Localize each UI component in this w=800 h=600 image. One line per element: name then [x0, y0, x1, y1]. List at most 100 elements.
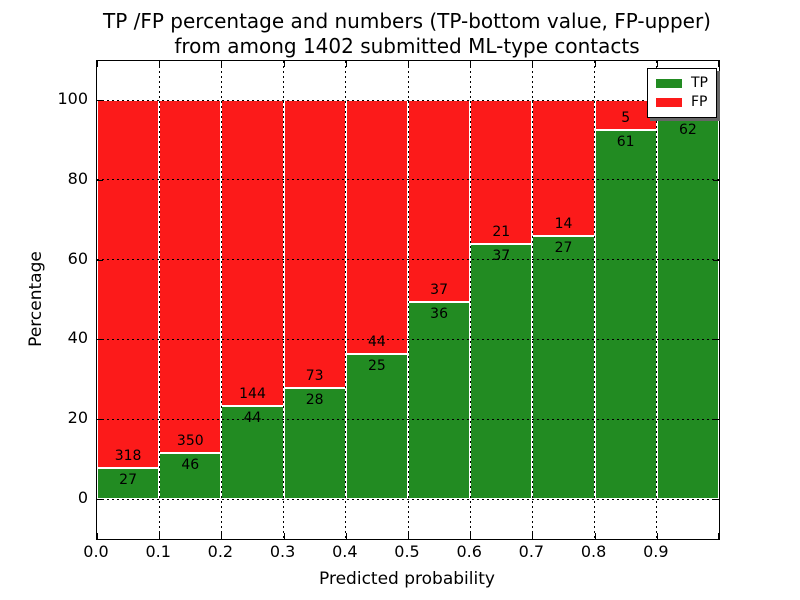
x-tick-mark [283, 61, 285, 67]
x-tick-label: 0.6 [456, 542, 482, 561]
x-tick-mark [159, 533, 161, 539]
x-tick-label: 0.5 [394, 542, 420, 561]
x-tick-mark [345, 61, 347, 67]
tp-legend-swatch-icon [656, 79, 682, 88]
legend-item: TP [656, 74, 708, 93]
bar-fp-segment [408, 100, 471, 303]
x-tick-mark [470, 61, 472, 67]
bar-tp-segment [532, 236, 595, 499]
y-tick-mark [97, 339, 103, 341]
y-tick-mark [97, 100, 103, 101]
legend: TP FP [647, 68, 717, 118]
y-tick-mark [97, 419, 103, 421]
y-tick-mark [97, 499, 103, 500]
legend-item-label: TP [691, 75, 708, 91]
bar-tp-segment [594, 130, 657, 499]
bar-fp-segment [97, 100, 160, 468]
x-tick-label: 0.4 [332, 542, 358, 561]
y-tick-mark [713, 179, 719, 181]
bar-fp-segment [159, 100, 222, 453]
bar-tp-segment [221, 405, 284, 499]
x-tick-mark [221, 61, 223, 67]
legend-item: FP [656, 93, 708, 112]
bar-tp-count-label: 62 [678, 122, 697, 139]
y-tick-label: 60 [67, 248, 88, 268]
bar-fp-count-label: 318 [114, 447, 142, 464]
bar-tp-segment [283, 388, 346, 499]
bar-tp-segment [345, 354, 408, 499]
tick-marks-layer [97, 61, 719, 539]
x-tick-mark [97, 61, 98, 67]
bar-tp-count-label: 61 [616, 134, 635, 151]
x-tick-label: 0.2 [207, 542, 234, 561]
bar-tp-count-label: 25 [367, 358, 386, 375]
y-tick-mark [713, 259, 719, 261]
bar-fp-segment [345, 100, 408, 355]
bar-tp-segment [159, 452, 222, 499]
bar-tp-count-label: 27 [554, 240, 573, 257]
y-tick-mark [97, 259, 103, 261]
x-tick-label: 0.0 [83, 542, 109, 561]
x-tick-mark [408, 61, 409, 67]
bar-fp-segment [532, 100, 595, 237]
y-tick-label: 100 [57, 89, 88, 108]
x-tick-mark [470, 533, 472, 539]
legend-item-label: FP [691, 94, 708, 110]
fp-legend-swatch-icon [656, 98, 682, 107]
x-tick-mark [345, 533, 347, 539]
bar-fp-segment [594, 100, 657, 131]
x-tick-label: 0.8 [580, 542, 607, 561]
bar-tp-count-label: 27 [119, 471, 138, 488]
y-tick-mark [713, 339, 719, 341]
x-tick-mark [718, 533, 719, 539]
y-tick-mark [713, 499, 719, 500]
x-axis-label: Predicted probability [319, 569, 495, 589]
bar-tp-count-label: 37 [492, 248, 511, 265]
x-tick-mark [594, 533, 596, 539]
bar-tp-segment [408, 302, 471, 499]
bar-fp-count-label: 37 [430, 282, 449, 299]
y-tick-label: 20 [67, 408, 88, 428]
y-tick-label: 0 [77, 488, 88, 507]
bar-fp-count-label: 144 [239, 385, 266, 402]
bar-tp-count-label: 36 [430, 306, 449, 323]
x-tick-mark [283, 533, 285, 539]
x-tick-mark [656, 61, 658, 67]
bar-tp-segment [656, 118, 719, 499]
y-tick-label: 40 [67, 328, 88, 348]
plot-area: 27 318 46 350 44 144 28 73 25 44 36 37 37 21 27 14 61 5 62… [96, 60, 720, 540]
x-tick-mark [656, 533, 658, 539]
bar-fp-segment [470, 100, 533, 245]
bar-tp-count-label: 46 [181, 456, 200, 473]
bar-tp-count-label: 44 [243, 409, 262, 426]
bar-fp-count-label: 21 [492, 224, 511, 241]
bar-fp-segment [283, 100, 346, 389]
bar-tp-segment [97, 467, 160, 499]
x-tick-mark [221, 533, 223, 539]
bar-fp-count-label: 350 [176, 432, 204, 449]
bar-fp-count-label: 5 [621, 110, 631, 127]
bar-fp-segment [221, 100, 284, 406]
bar-fp-count-label: 14 [554, 216, 573, 233]
x-tick-mark [532, 61, 534, 67]
x-tick-mark [159, 61, 161, 67]
chart-title-line1: TP /FP percentage and numbers (TP-bottom… [103, 9, 711, 33]
x-tick-label: 0.9 [643, 542, 669, 561]
bar-fp-count-label: 73 [305, 368, 324, 385]
x-tick-mark [532, 533, 534, 539]
bar-tp-count-label: 28 [305, 392, 324, 409]
y-tick-label: 80 [67, 168, 88, 188]
bars-layer [97, 100, 719, 499]
bar-labels-layer: 27 318 46 350 44 144 28 73 25 44 36 37 37 21 27 14 61 5 62 [97, 100, 719, 499]
x-tick-mark [718, 61, 719, 67]
y-tick-mark [97, 179, 103, 181]
x-tick-label: 0.1 [145, 542, 171, 561]
x-tick-mark [408, 533, 409, 539]
x-tick-mark [594, 61, 596, 67]
x-tick-mark [97, 533, 98, 539]
x-tick-label: 0.7 [518, 542, 545, 561]
x-tick-label: 0.3 [269, 542, 296, 561]
chart-title-line2: from among 1402 submitted ML-type contac… [174, 34, 640, 58]
y-tick-mark [713, 419, 719, 421]
